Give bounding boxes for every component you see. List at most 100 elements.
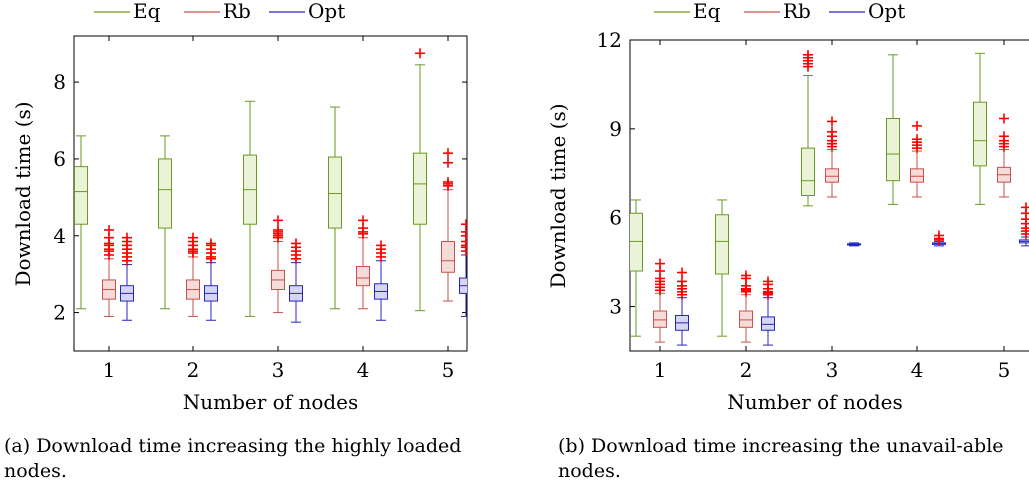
outlier-marker [655, 258, 665, 269]
box-rb-5 [441, 148, 455, 302]
outlier-marker [1021, 218, 1029, 229]
outlier-marker [273, 215, 283, 226]
outlier-marker [461, 219, 467, 230]
x-tick-label: 3 [272, 358, 285, 382]
x-axis-label: Number of nodes [727, 390, 903, 414]
x-tick-label: 2 [187, 358, 200, 382]
y-tick-label: 2 [53, 301, 66, 325]
box-eq-5 [973, 52, 987, 205]
box-rb-4 [910, 120, 924, 198]
outlier-marker [999, 113, 1009, 124]
box-eq-4 [328, 106, 342, 310]
legend-entry: Opt [308, 0, 345, 23]
box-iqr [356, 265, 370, 287]
box-opt-5 [459, 219, 467, 317]
box-eq-2 [158, 135, 172, 310]
outlier-marker [827, 126, 837, 137]
y-axis-label: Download time (s) [11, 101, 35, 286]
y-axis-label: Download time (s) [546, 103, 570, 288]
x-tick-label: 1 [103, 358, 116, 382]
box-iqr [825, 168, 839, 183]
x-tick-label: 2 [740, 358, 753, 382]
box-rb-1 [653, 258, 667, 343]
outlier-marker [358, 215, 368, 226]
outlier-marker [912, 120, 922, 131]
box-rb-3 [825, 116, 839, 198]
outlier-marker [206, 238, 216, 249]
box-iqr [910, 168, 924, 183]
chart-a: 2 4 6 8 1 2 3 4 5 Number of nodes Download time (s… [11, 0, 468, 414]
outlier-marker [677, 267, 687, 278]
x-axis-label: Number of nodes [183, 390, 359, 414]
caption-a: (a) Download time increasing the highly … [4, 435, 462, 482]
box-iqr [715, 214, 729, 275]
outlier-marker [677, 276, 687, 287]
plot-frame [629, 39, 1029, 352]
box-opt-2 [204, 238, 218, 321]
y-tick-label: 8 [53, 70, 66, 94]
box-rb-3 [271, 215, 285, 314]
legend-entry: Eq [693, 0, 721, 23]
y-tick-label: 6 [609, 206, 622, 230]
outlier-marker [999, 131, 1009, 142]
x-tick-label: 4 [911, 358, 924, 382]
outlier-marker [827, 116, 837, 127]
y-tick-label: 9 [609, 117, 622, 141]
box-opt-2 [761, 276, 775, 346]
outlier-marker [104, 224, 114, 235]
box-opt-4 [932, 230, 946, 247]
box-eq-1 [74, 135, 88, 310]
box-opt-5 [1019, 202, 1029, 247]
outlier-marker [443, 157, 453, 168]
y-tick-label: 12 [597, 28, 622, 52]
x-tick-label: 5 [442, 358, 455, 382]
x-tick-label: 5 [998, 358, 1011, 382]
outlier-marker [415, 48, 425, 59]
outlier-marker [443, 176, 453, 187]
outlier-marker [376, 240, 386, 251]
box-iqr [630, 212, 643, 272]
y-tick-label: 6 [53, 147, 66, 171]
box-eq-1 [630, 199, 643, 337]
plot-frame [73, 35, 468, 352]
box-rb-5 [997, 113, 1011, 198]
outlier-marker [1021, 214, 1029, 225]
x-tick-label: 3 [826, 358, 839, 382]
legend-entry: Rb [223, 0, 251, 23]
box-eq-3 [801, 49, 815, 207]
outlier-marker [1021, 202, 1029, 213]
x-tick-label: 4 [357, 358, 370, 382]
box-iqr [886, 117, 900, 182]
plot-area [630, 49, 1029, 346]
box-rb-1 [102, 224, 116, 317]
box-opt-4 [374, 240, 388, 321]
outlier-marker [763, 276, 773, 287]
box-iqr [328, 156, 342, 229]
y-tick-label: 4 [53, 224, 66, 248]
box-iqr [653, 310, 667, 328]
outlier-marker [273, 224, 283, 235]
box-iqr [158, 158, 172, 229]
box-rb-2 [186, 232, 200, 317]
box-eq-5 [413, 48, 427, 312]
plot-area [74, 48, 467, 323]
box-iqr [413, 152, 427, 225]
box-iqr [739, 310, 753, 328]
outlier-marker [122, 232, 132, 243]
box-iqr [801, 147, 815, 197]
box-opt-3 [289, 238, 303, 323]
legend-entry: Rb [783, 0, 811, 23]
caption-b: (b) Download time increasing the unavail… [558, 435, 1004, 482]
box-eq-3 [243, 100, 257, 317]
outlier-marker [1021, 208, 1029, 219]
box-iqr [74, 166, 88, 225]
legend-entry: Eq [133, 0, 161, 23]
outlier-marker [443, 148, 453, 159]
box-rb-4 [356, 215, 370, 310]
x-tick-label: 1 [654, 358, 667, 382]
box-iqr [761, 316, 775, 331]
y-tick-label: 3 [609, 295, 622, 319]
outlier-marker [803, 49, 813, 60]
